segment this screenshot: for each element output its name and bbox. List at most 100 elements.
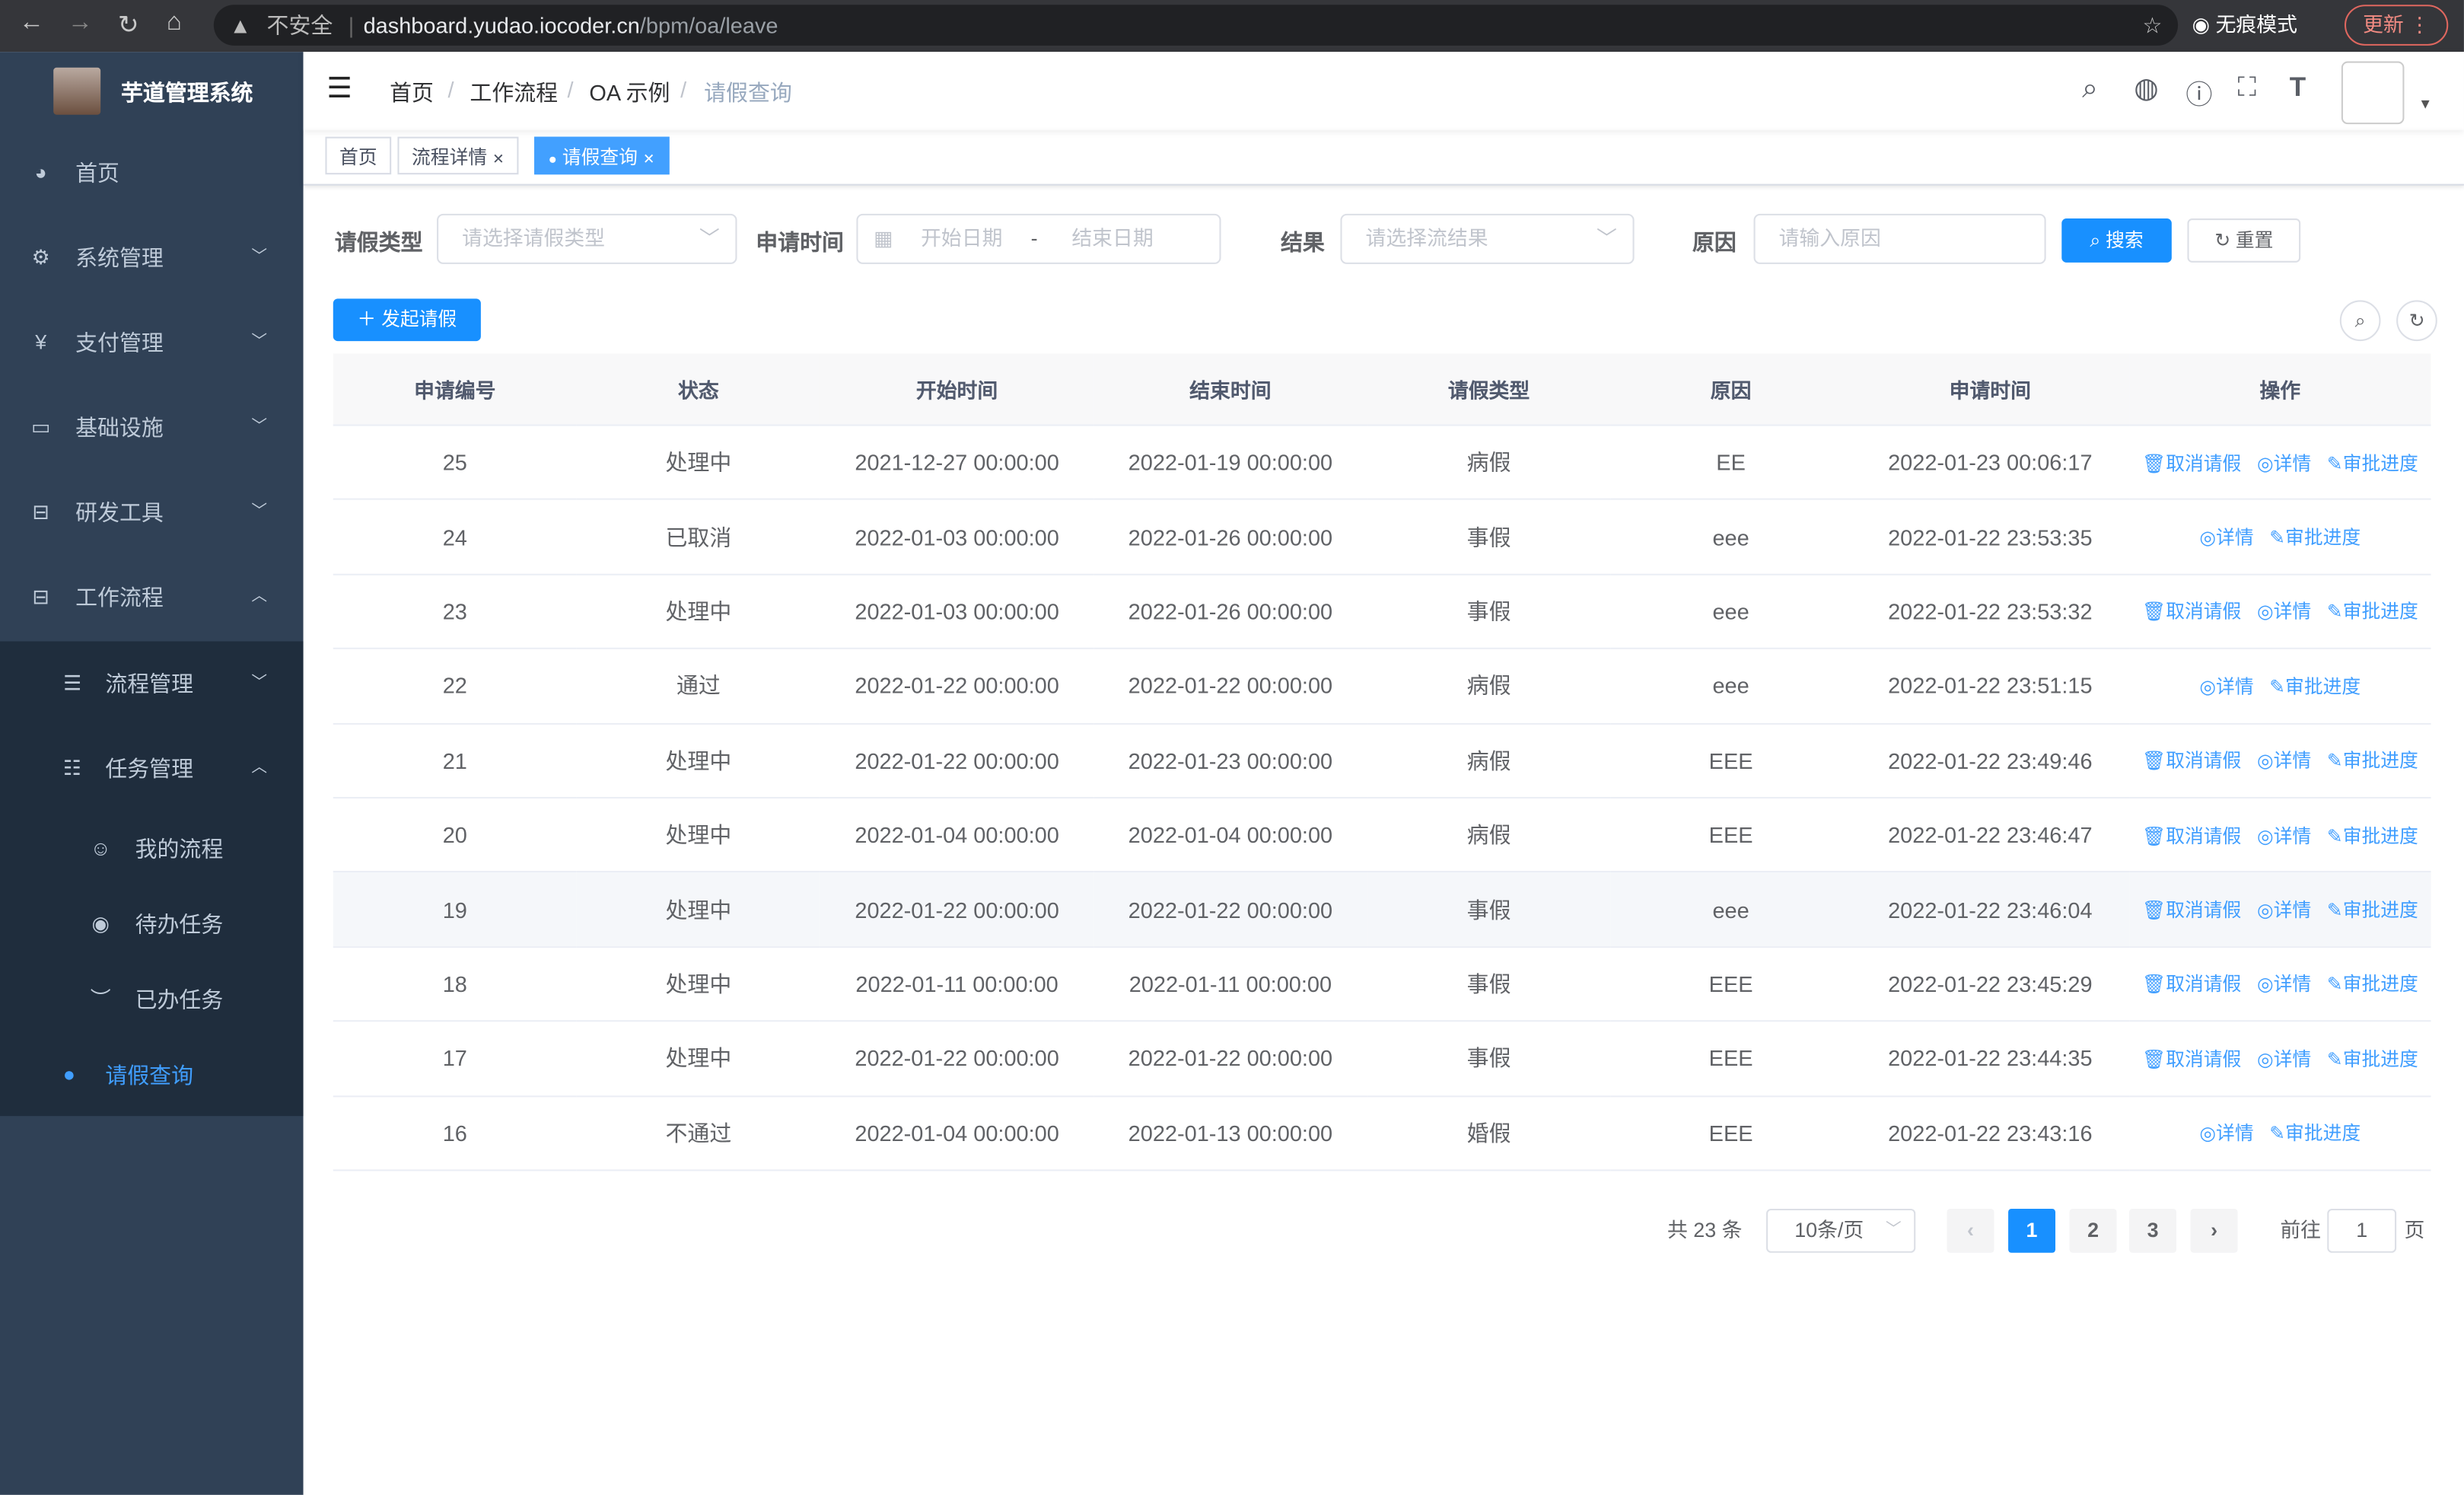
cancel-leave-button[interactable]: 🗑︎取消请假 (2142, 899, 2242, 921)
tag-leave-query[interactable]: ● 请假查询 ✕ (534, 136, 670, 175)
table-row[interactable]: 25 处理中 2021-12-27 00:00:00 2022-01-19 00:00… (333, 425, 2431, 501)
cancel-leave-button[interactable]: 🗑︎取消请假 (2142, 974, 2242, 996)
progress-button[interactable]: ✎审批进度 (2327, 824, 2418, 846)
action-label: 取消请假 (2166, 601, 2242, 623)
table-cell: EEE (1610, 1021, 1851, 1097)
back-icon[interactable]: ← (18, 9, 44, 37)
incognito-indicator[interactable]: ◉ 无痕模式 (2192, 6, 2297, 44)
sidebar-item-system[interactable]: ⚙ 系统管理 ﹀ (0, 215, 304, 301)
progress-button[interactable]: ✎审批进度 (2327, 1048, 2418, 1070)
refresh-table-button[interactable]: ↻ (2396, 300, 2437, 342)
sidebar-item-workflow[interactable]: ⊟ 工作流程 ︿ (0, 555, 304, 640)
table-row[interactable]: 17 处理中 2022-01-22 00:00:00 2022-01-22 00:00… (333, 1021, 2431, 1097)
sidebar-item-process-mgmt[interactable]: ☰ 流程管理 ﹀ (0, 642, 304, 727)
progress-button[interactable]: ✎审批进度 (2327, 751, 2418, 773)
progress-button[interactable]: ✎审批进度 (2327, 899, 2418, 921)
detail-button[interactable]: ◎详情 (2257, 751, 2311, 773)
next-page-button[interactable]: › (2190, 1208, 2238, 1253)
close-icon[interactable]: ✕ (642, 151, 655, 167)
cancel-leave-button[interactable]: 🗑︎取消请假 (2142, 751, 2242, 773)
search-icon[interactable]: ⌕ (2082, 72, 2098, 104)
github-icon[interactable]: ◍ (2134, 72, 2159, 104)
update-button[interactable]: 更新 ⋮ (2344, 5, 2449, 46)
caret-down-icon[interactable]: ▼ (2418, 95, 2433, 112)
sidebar-item-pay[interactable]: ¥ 支付管理 ﹀ (0, 300, 304, 385)
table-cell: EEE (1610, 1095, 1851, 1171)
table-row[interactable]: 16 不通过 2022-01-04 00:00:00 2022-01-13 00:00… (333, 1095, 2431, 1171)
progress-button[interactable]: ✎审批进度 (2269, 1123, 2361, 1145)
table-row[interactable]: 24 已取消 2022-01-03 00:00:00 2022-01-26 00:00… (333, 499, 2431, 575)
result-select[interactable]: 请选择流结果 ﹀ (1340, 213, 1635, 264)
sidebar-item-done[interactable]: ︶ 已办任务 (0, 962, 304, 1038)
leave-type-select[interactable]: 请选择请假类型 ﹀ (437, 213, 737, 264)
page-1[interactable]: 1 (2008, 1208, 2056, 1253)
help-icon[interactable]: ⓘ (2185, 80, 2213, 110)
address-bar[interactable]: ▲ 不安全 | dashboard.yudao.iocoder.cn/bpm/oa… (213, 5, 2179, 46)
page-2[interactable]: 2 (2069, 1208, 2117, 1253)
action-label: 审批进度 (2285, 675, 2361, 698)
date-range-picker[interactable]: ▦ 开始日期 - 结束日期 (856, 213, 1221, 264)
toggle-search-button[interactable]: ⌕ (2339, 300, 2381, 342)
breadcrumb-oa[interactable]: OA 示例 (589, 80, 670, 106)
start-date-input[interactable]: 开始日期 (921, 226, 1003, 250)
sidebar-item-infra[interactable]: ▭ 基础设施 ﹀ (0, 385, 304, 470)
prev-page-button[interactable]: ‹ (1947, 1208, 1994, 1253)
detail-button[interactable]: ◎详情 (2199, 676, 2253, 698)
create-leave-button[interactable]: ＋ 发起请假 (333, 298, 481, 342)
star-icon[interactable]: ☆ (2142, 12, 2163, 38)
progress-button[interactable]: ✎审批进度 (2269, 676, 2361, 698)
close-icon[interactable]: ✕ (492, 151, 505, 167)
cancel-leave-button[interactable]: 🗑︎取消请假 (2142, 824, 2242, 846)
detail-button[interactable]: ◎详情 (2257, 601, 2311, 623)
end-date-input[interactable]: 结束日期 (1071, 226, 1154, 250)
breadcrumb-home[interactable]: 首页 (390, 80, 434, 106)
page-size-select[interactable]: 10条/页 ﹀ (1766, 1208, 1916, 1253)
sidebar-item-todo[interactable]: ◉ 待办任务 (0, 887, 304, 962)
hamburger-icon[interactable]: ☰ (326, 72, 352, 104)
reload-icon[interactable]: ↻ (117, 12, 139, 40)
goto-page-input[interactable]: 1 (2327, 1208, 2397, 1253)
fullscreen-icon[interactable]: ⛶ (2237, 72, 2257, 103)
detail-button[interactable]: ◎详情 (2199, 527, 2253, 549)
toolbox-icon: ⊟ (32, 585, 49, 609)
table-row[interactable]: 18 处理中 2022-01-11 00:00:00 2022-01-11 00:00… (333, 946, 2431, 1022)
sidebar-item-task-mgmt[interactable]: ☷ 任务管理 ︿ (0, 726, 304, 811)
table-row[interactable]: 19 处理中 2022-01-22 00:00:00 2022-01-22 00:00… (333, 872, 2431, 948)
home-icon[interactable]: ⌂ (166, 9, 182, 37)
table-row[interactable]: 22 通过 2022-01-22 00:00:00 2022-01-22 00:00:… (333, 649, 2431, 725)
font-size-icon[interactable]: T (2289, 72, 2306, 103)
progress-button[interactable]: ✎审批进度 (2327, 974, 2418, 996)
table-row[interactable]: 23 处理中 2022-01-03 00:00:00 2022-01-26 00:00… (333, 574, 2431, 650)
tag-home[interactable]: 首页 (325, 136, 392, 175)
detail-button[interactable]: ◎详情 (2199, 1123, 2253, 1145)
detail-button[interactable]: ◎详情 (2257, 824, 2311, 846)
sidebar-item-home[interactable]: ◕ 首页 (0, 130, 304, 215)
menu-label: 我的流程 (135, 836, 224, 862)
avatar[interactable] (2341, 61, 2405, 125)
sidebar-item-dev[interactable]: ⊟ 研发工具 ﹀ (0, 470, 304, 555)
page-3[interactable]: 3 (2129, 1208, 2177, 1253)
table-row[interactable]: 20 处理中 2022-01-04 00:00:00 2022-01-04 00:00… (333, 797, 2431, 873)
cancel-leave-button[interactable]: 🗑︎取消请假 (2142, 452, 2242, 474)
detail-button[interactable]: ◎详情 (2257, 974, 2311, 996)
progress-button[interactable]: ✎审批进度 (2327, 452, 2418, 474)
sidebar-item-leave[interactable]: ● 请假查询 (0, 1038, 304, 1113)
tag-process-detail[interactable]: 流程详情 ✕ (397, 136, 519, 175)
eye-icon: ◎ (2199, 526, 2217, 549)
table-row[interactable]: 21 处理中 2022-01-22 00:00:00 2022-01-23 00:00… (333, 723, 2431, 799)
progress-button[interactable]: ✎审批进度 (2327, 601, 2418, 623)
goto-value: 1 (2356, 1218, 2368, 1242)
cancel-leave-button[interactable]: 🗑︎取消请假 (2142, 1048, 2242, 1070)
reset-button[interactable]: ↻ 重置 (2187, 218, 2301, 263)
action-label: 审批进度 (2342, 1047, 2418, 1070)
detail-button[interactable]: ◎详情 (2257, 1048, 2311, 1070)
detail-button[interactable]: ◎详情 (2257, 899, 2311, 921)
detail-button[interactable]: ◎详情 (2257, 452, 2311, 474)
search-button[interactable]: ⌕ 搜索 (2061, 218, 2172, 263)
reason-input[interactable]: 请输入原因 (1753, 213, 2046, 264)
sidebar-item-my-process[interactable]: ☺ 我的流程 (0, 811, 304, 887)
forward-icon[interactable]: → (67, 9, 93, 37)
breadcrumb-workflow[interactable]: 工作流程 (470, 80, 559, 106)
cancel-leave-button[interactable]: 🗑︎取消请假 (2142, 601, 2242, 623)
progress-button[interactable]: ✎审批进度 (2269, 527, 2361, 549)
